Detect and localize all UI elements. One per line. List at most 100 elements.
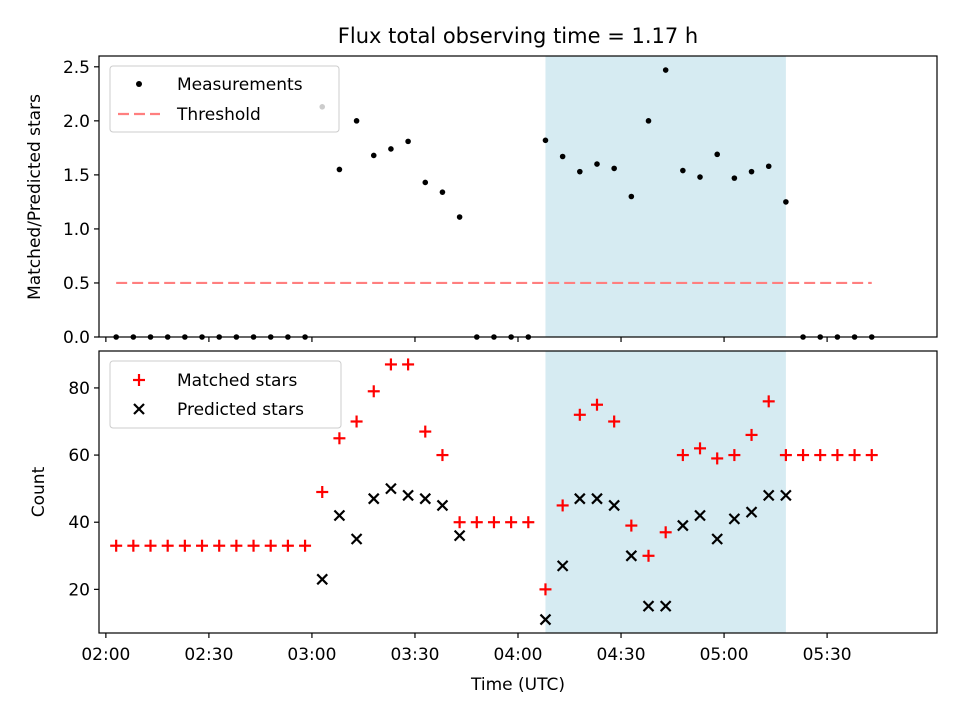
measurement-point [405,138,411,145]
top-axes-frame [98,55,938,338]
predicted-star-point [677,519,689,532]
measurement-point [456,214,463,220]
matched-star-point [556,499,569,512]
predicted-star-stroke [574,492,586,505]
matched-star-point [522,516,535,529]
measurement-point [559,153,566,160]
matched-star-point [367,385,380,398]
predicted-star-point [556,560,569,572]
matched-star-point [779,449,792,462]
predicted-star-point [625,550,638,562]
predicted-star-stroke [694,509,706,522]
bottom-x-tick-label: 03:30 [390,645,439,665]
matched-star-point [539,583,552,596]
predicted-star-point [694,509,706,522]
matched-star-point [299,539,312,552]
predicted-star-point [316,573,329,586]
predicted-star-stroke [316,573,329,586]
top-y-tick-label: 0.0 [63,328,90,348]
matched-star-point [848,449,861,462]
matched-star-point [694,442,707,455]
predicted-star-point [333,509,346,522]
top-x-ticks [105,337,828,342]
bottom-y-tick-label: 20 [68,580,90,600]
bottom-x-tick-label: 04:00 [494,645,543,665]
predicted-star-point [728,513,741,525]
predicted-star-stroke [608,499,620,512]
legend-label-predicted: Predicted stars [177,400,304,420]
bottom-y-tick-label: 80 [68,379,90,399]
bottom-highlight-span [545,351,786,633]
legend-marker-measurements [136,81,142,87]
matched-star-point [350,415,363,428]
predicted-star-point [385,482,397,495]
measurement-point [439,189,446,195]
matched-star-point [316,486,329,498]
predicted-star-stroke [402,489,414,502]
legend-label-measurements: Measurements [177,75,303,95]
predicted-star-stroke [419,492,432,505]
count-points [110,358,878,626]
legend-label-threshold: Threshold [176,105,261,125]
predicted-star-point [402,489,414,502]
legend-marker-predicted [133,403,145,415]
top-y-tick-label: 0.5 [63,274,90,294]
measurement-point [697,174,703,180]
matched-star-point [281,539,294,552]
predicted-star-stroke [728,513,741,525]
bottom-y-tick-label: 40 [68,513,90,533]
bottom-x-ticks: 02:00 02:30 03:00 03:30 04:00 04:30 05:00 05:30 [81,633,852,665]
predicted-star-stroke [659,600,672,612]
matched-star-point [333,432,346,445]
bottom-x-tick-label: 05:30 [803,645,852,665]
predicted-star-point [367,492,380,505]
predicted-star-stroke [745,506,758,518]
matched-star-point [797,449,810,462]
predicted-star-stroke [591,492,603,505]
matched-star-point [230,539,243,552]
predicted-star-stroke [762,489,775,502]
measurement-point [611,165,617,172]
matched-star-point [728,449,741,462]
predicted-star-point [453,529,466,542]
bottom-y-tick-label: 60 [68,446,90,466]
measurement-point [353,118,360,124]
bottom-x-tick-label: 05:00 [700,645,749,665]
legend-marker-matched [133,374,145,386]
matched-star-point [402,358,415,371]
bottom-axes-frame [98,350,938,634]
measurement-point [662,67,669,73]
matched-star-point [711,452,724,465]
matched-star-point [264,539,277,552]
matched-star-point [178,539,191,552]
matched-star-point [110,539,123,552]
bottom-x-tick-label: 03:00 [287,645,336,665]
top-highlight-span [545,56,786,337]
bottom-legend-box [109,360,342,429]
predicted-star-stroke [367,492,380,505]
bottom-y-axis-label: Count [29,466,49,517]
measurement-point [765,163,772,170]
bottom-y-ticks: 20 40 60 80 [68,379,99,600]
matched-star-point [745,428,758,441]
predicted-star-point [608,499,620,512]
predicted-star-point [762,489,775,502]
predicted-star-stroke [711,533,723,545]
chart-title: Flux total observing time = 1.17 h [338,24,698,48]
matched-star-point [436,449,449,462]
top-y-tick-label: 1.5 [63,166,90,186]
top-legend: Measurements Threshold [109,65,340,133]
matched-star-point [127,539,140,552]
predicted-star-stroke [453,529,466,542]
predicted-star-point [574,492,586,505]
measurement-point [680,167,686,174]
predicted-star-point [711,533,723,545]
predicted-star-point [591,492,603,505]
matched-star-point [247,539,260,552]
top-y-axis-label: Matched/Predicted stars [25,94,45,300]
bottom-x-tick-label: 02:30 [184,645,233,665]
x-axis-label: Time (UTC) [470,675,565,695]
matched-star-point [608,415,621,428]
